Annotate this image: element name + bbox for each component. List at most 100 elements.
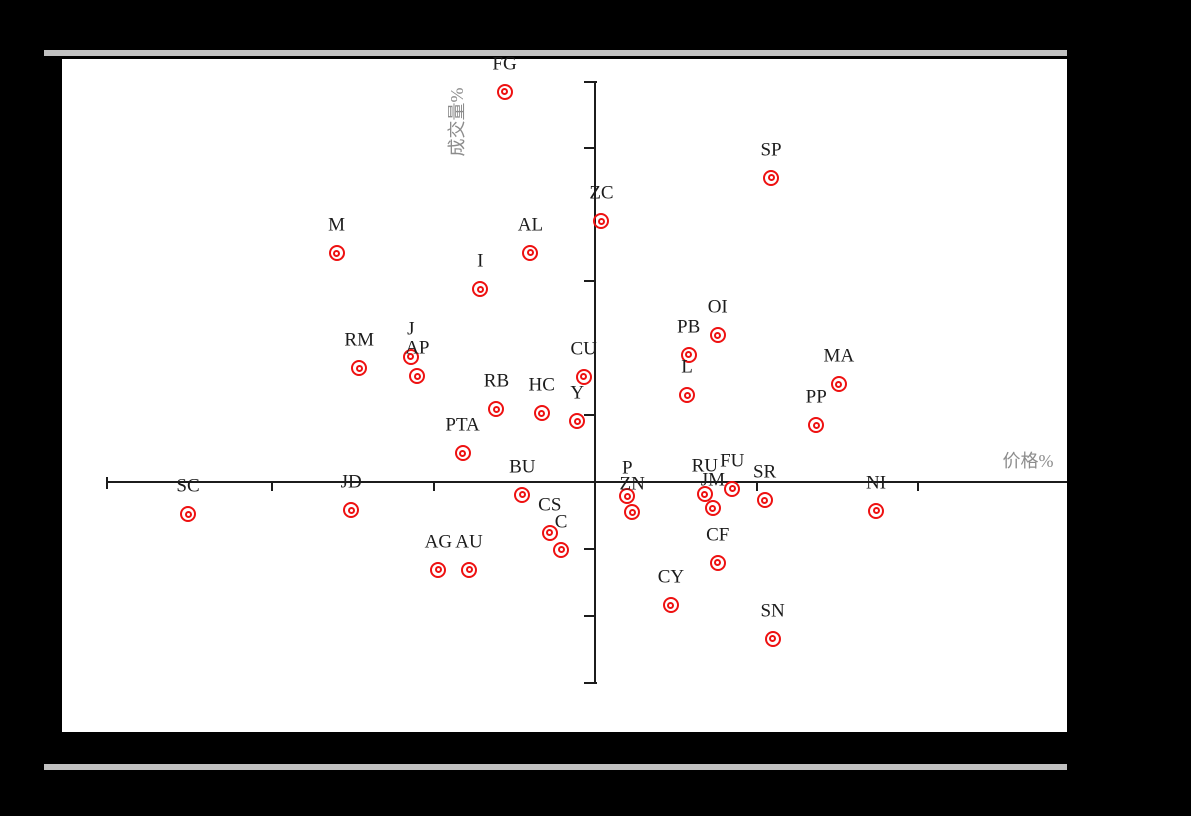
- data-point-marker: [756, 492, 773, 509]
- data-point-label: AP: [405, 337, 430, 359]
- data-point-label: BU: [509, 456, 536, 478]
- data-point-label: NI: [865, 472, 887, 494]
- data-point-marker: [868, 502, 884, 519]
- data-point-marker-inner: [685, 351, 693, 359]
- data-point-marker: [409, 368, 426, 385]
- data-point-label: AL: [517, 214, 544, 236]
- data-point-label: M: [328, 214, 346, 236]
- data-point-label: ZN: [619, 473, 645, 495]
- data-point-marker: [496, 83, 513, 100]
- data-point-label: P: [622, 457, 633, 479]
- data-point-marker-inner: [526, 249, 534, 257]
- y-axis-tick: [584, 547, 596, 550]
- data-point-marker: [454, 445, 471, 462]
- data-point-marker-inner: [476, 285, 484, 293]
- data-point-label: PB: [677, 316, 701, 338]
- data-point-marker: [624, 504, 641, 521]
- x-axis-tick: [917, 482, 919, 491]
- data-point-label: CF: [706, 524, 730, 546]
- data-point-marker-inner: [184, 510, 192, 518]
- y-axis-tick: [584, 280, 596, 283]
- data-point-marker-inner: [872, 507, 880, 515]
- data-point-marker-inner: [459, 449, 467, 457]
- x-axis-line: [107, 481, 1067, 483]
- data-point-marker: [680, 346, 697, 363]
- data-point-label: SN: [760, 600, 785, 622]
- data-point-marker: [696, 486, 713, 503]
- data-point-marker-inner: [835, 380, 843, 388]
- chart-panel: 成交量% 价格% FG SP ZC M AL I OI PB J RM AP CU MA L RB HC Y PP…: [62, 54, 1067, 732]
- data-point-label: JD: [340, 471, 362, 493]
- data-point-marker-inner: [538, 409, 546, 417]
- data-point-marker-inner: [492, 405, 500, 413]
- data-point-marker-inner: [597, 217, 605, 225]
- data-point-label: PTA: [445, 414, 480, 436]
- x-axis-tick: [432, 482, 435, 491]
- data-point-marker-inner: [714, 331, 722, 339]
- data-point-marker-inner: [355, 364, 363, 372]
- data-point-marker-inner: [628, 508, 636, 516]
- data-point-label: JM: [700, 469, 726, 491]
- data-point-label: HC: [528, 374, 555, 396]
- data-point-marker-inner: [580, 373, 588, 381]
- data-point-marker-inner: [812, 421, 820, 429]
- data-point-marker: [704, 500, 721, 517]
- data-point-label: CS: [538, 494, 562, 516]
- data-point-marker-inner: [573, 417, 581, 425]
- data-point-label: FU: [720, 450, 745, 472]
- data-point-label: L: [681, 356, 693, 378]
- data-point-marker: [709, 327, 726, 344]
- data-point-marker-inner: [709, 504, 717, 512]
- data-point-label: ZC: [589, 182, 614, 204]
- x-axis-title: 价格%: [1002, 451, 1054, 471]
- data-point-marker-inner: [501, 88, 509, 96]
- data-point-marker-inner: [761, 496, 769, 504]
- x-axis-tick: [755, 482, 758, 491]
- data-point-label: AG: [424, 531, 453, 553]
- data-point-marker: [764, 630, 781, 647]
- y-axis-tick: [584, 146, 596, 149]
- data-point-marker: [553, 541, 570, 558]
- y-axis-end-cap: [584, 682, 597, 685]
- x-axis-end-cap: [106, 477, 109, 489]
- data-point-marker-inner: [333, 249, 341, 257]
- data-point-label: RU: [691, 455, 719, 477]
- data-point-marker: [679, 387, 696, 404]
- data-point-marker-inner: [701, 490, 709, 498]
- y-axis-tick: [584, 414, 596, 417]
- data-point-marker: [343, 502, 360, 519]
- data-point-label: I: [477, 250, 484, 272]
- data-point-marker-inner: [546, 529, 554, 537]
- data-point-label: RM: [344, 329, 374, 351]
- y-axis-title: 成交量%: [447, 87, 467, 157]
- top-accent-bar: [44, 50, 1067, 56]
- data-point-marker-inner: [769, 635, 777, 643]
- data-point-marker: [709, 554, 726, 571]
- data-point-marker: [514, 486, 531, 503]
- data-point-label: CU: [570, 338, 597, 360]
- data-point-marker-inner: [413, 372, 421, 380]
- data-point-marker: [522, 244, 539, 261]
- data-point-marker: [328, 245, 345, 262]
- data-point-label: CY: [657, 566, 685, 588]
- data-point-marker: [569, 413, 586, 430]
- data-point-marker-inner: [623, 492, 631, 500]
- data-point-marker: [351, 360, 368, 377]
- data-point-marker-inner: [667, 601, 675, 609]
- data-point-marker: [472, 281, 489, 298]
- data-point-marker: [488, 401, 505, 418]
- y-axis-tick: [584, 614, 596, 617]
- data-point-marker: [402, 348, 419, 365]
- data-point-label: SC: [176, 475, 200, 497]
- data-point-marker-inner: [518, 491, 526, 499]
- data-point-marker: [541, 524, 558, 541]
- data-point-label: PP: [805, 386, 827, 408]
- data-point-marker-inner: [767, 174, 775, 182]
- data-point-label: J: [407, 318, 415, 340]
- data-point-marker: [533, 405, 550, 422]
- data-point-label: SR: [752, 461, 777, 483]
- data-point-label: SP: [760, 139, 782, 161]
- data-point-marker-inner: [714, 559, 722, 567]
- data-point-label: OI: [707, 296, 728, 318]
- y-axis-line: [594, 81, 596, 684]
